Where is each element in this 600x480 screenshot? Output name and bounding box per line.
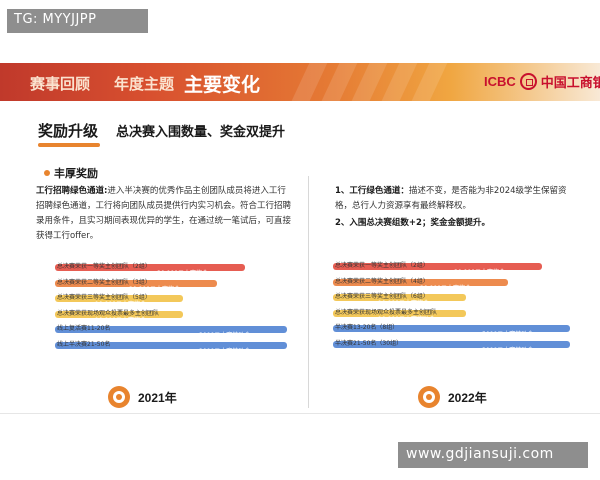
- reward-label: 总决赛荣获一等奖主创团队（2组）: [335, 262, 429, 269]
- reward-amount: 10,000元大赛奖励金: [378, 315, 435, 323]
- reward-label: 半决赛13-20名（8组）: [335, 324, 399, 331]
- watermark-bottom: www.gdjiansuji.com: [398, 442, 588, 468]
- reward-amount: 5000元大赛鼓励金: [482, 331, 534, 338]
- year-label-2022: 2022年: [418, 386, 487, 408]
- reward-row: 线上复活赛11-20名 3000元大赛鼓励金: [55, 322, 287, 339]
- right-desc-1-bold: 1、工行绿色通道：: [335, 186, 409, 196]
- reward-bar: [333, 294, 466, 301]
- reward-label: 线上半决赛21-50名: [57, 340, 111, 348]
- reward-label: 线上复活赛11-20名: [57, 325, 111, 332]
- reward-row: 总决赛荣获现场观众投票最多主创团队 10,000元大赛奖金: [55, 307, 287, 324]
- reward-amount: 30,000元大赛奖金: [157, 270, 208, 277]
- logo-cn-text: 中国工商银: [540, 76, 600, 91]
- left-desc-bold: 工行招聘绿色通道:: [36, 186, 108, 196]
- reward-amount: 3000元大赛鼓励金: [482, 346, 534, 354]
- bullet-heading: 丰厚奖励: [44, 165, 98, 181]
- reward-bars-2021: 总决赛荣获一等奖主创团队（2组） 30,000元大赛奖金 总决赛荣获二等奖主创团队（…: [55, 260, 287, 355]
- reward-amount: 20,000元大赛奖金: [129, 285, 180, 293]
- reward-amount: 30,000元大赛奖金: [454, 269, 505, 276]
- right-desc-1-text: 描述不变，是否能为非2024级学生保留资格，总行人力资源享有最终解释权。: [335, 186, 567, 211]
- reward-bar: [55, 310, 183, 318]
- reward-amount: 20,000元大赛奖金: [420, 284, 471, 292]
- reward-label: 总决赛荣获二等奖主创团队（3组）: [57, 278, 151, 286]
- reward-bars-2022: 总决赛荣获一等奖主创团队（2组） 30,000元大赛奖金 总决赛荣获二等奖主创团队（…: [333, 259, 570, 354]
- reward-bar: [333, 309, 466, 317]
- column-divider: [308, 176, 309, 408]
- reward-bar: [55, 295, 183, 302]
- section-subtitle: 总决赛入围数量、奖金双提升: [116, 125, 286, 140]
- bullet-label: 丰厚奖励: [54, 167, 98, 180]
- reward-row: 总决赛荣获三等奖主创团队（5组） 10,000元大赛奖金: [55, 291, 287, 308]
- reward-bar: [55, 341, 287, 349]
- left-description: 工行招聘绿色通道:进入半决赛的优秀作品主创团队成员将进入工行招聘绿色通道，工行将…: [36, 184, 294, 244]
- reward-row: 总决赛荣获三等奖主创团队（6组） 10,000元大赛奖金: [333, 290, 570, 307]
- reward-bar: [333, 340, 570, 348]
- page-title: 主要变化: [184, 74, 261, 96]
- gear-icon: [108, 386, 130, 408]
- reward-amount: 10,000元大赛奖金: [378, 300, 429, 307]
- reward-row: 总决赛荣获一等奖主创团队（2组） 30,000元大赛奖金: [55, 260, 287, 277]
- reward-label: 总决赛荣获现场观众投票最多主创团队: [57, 309, 160, 317]
- gear-icon: [418, 386, 440, 408]
- bottom-divider: [0, 413, 600, 414]
- right-desc-2: 2、入围总决赛组数+2；奖金金额提升。: [335, 218, 490, 228]
- reward-bar: [333, 278, 508, 286]
- reward-label: 总决赛荣获现场观众投票最多主创团队: [335, 308, 438, 316]
- right-description: 1、工行绿色通道：描述不变，是否能为非2024级学生保留资格，总行人力资源享有最…: [335, 184, 580, 233]
- reward-bar: [333, 325, 570, 332]
- reward-bar: [333, 263, 542, 270]
- reward-row: 线上半决赛21-50名 2000元大赛鼓励金: [55, 338, 287, 355]
- reward-row: 半决赛13-20名（8组） 5000元大赛鼓励金: [333, 321, 570, 338]
- title-underline: [38, 143, 100, 147]
- logo-text: ICBC: [484, 74, 516, 89]
- reward-amount: 10,000元大赛奖金: [95, 316, 146, 324]
- reward-label: 总决赛荣获一等奖主创团队（2组）: [57, 263, 151, 270]
- reward-amount: 10,000元大赛奖金: [95, 301, 146, 308]
- breadcrumb-review: 赛事回顾: [30, 75, 91, 93]
- reward-bar: [55, 279, 217, 287]
- breadcrumb-theme: 年度主题: [114, 75, 175, 93]
- bullet-dot-icon: [44, 170, 50, 176]
- reward-label: 半决赛21-50名（30组）: [335, 339, 403, 347]
- reward-row: 总决赛荣获一等奖主创团队（2组） 30,000元大赛奖金: [333, 259, 570, 276]
- reward-row: 总决赛荣获现场观众投票最多主创团队 10,000元大赛奖励金: [333, 306, 570, 323]
- left-desc-text: 进入半决赛的优秀作品主创团队成员将进入工行招聘绿色通道，工行将向团队成员提供行内…: [36, 186, 292, 241]
- reward-amount: 2000元大赛鼓励金: [199, 347, 251, 355]
- reward-amount: 3000元大赛鼓励金: [199, 332, 251, 339]
- watermark-top: TG: MYYJJPP: [7, 9, 148, 33]
- reward-row: 总决赛荣获二等奖主创团队（4组） 20,000元大赛奖金: [333, 275, 570, 292]
- icbc-logo: ICBC 中国工商银: [484, 72, 600, 91]
- section-title: 奖励升级: [38, 122, 99, 140]
- reward-bar: [55, 326, 287, 333]
- year-label-2021: 2021年: [108, 386, 177, 408]
- reward-row: 半决赛21-50名（30组） 3000元大赛鼓励金: [333, 337, 570, 354]
- year-text-2021: 2021年: [138, 390, 177, 405]
- reward-label: 总决赛荣获三等奖主创团队（5组）: [57, 294, 151, 301]
- reward-bar: [55, 264, 245, 271]
- year-text-2022: 2022年: [448, 390, 487, 405]
- icbc-mark-icon: [519, 73, 537, 90]
- reward-label: 总决赛荣获二等奖主创团队（4组）: [335, 277, 429, 285]
- reward-row: 总决赛荣获二等奖主创团队（3组） 20,000元大赛奖金: [55, 276, 287, 293]
- header-banner: 赛事回顾 年度主题 主要变化 ICBC 中国工商银: [0, 63, 600, 101]
- reward-label: 总决赛荣获三等奖主创团队（6组）: [335, 293, 429, 300]
